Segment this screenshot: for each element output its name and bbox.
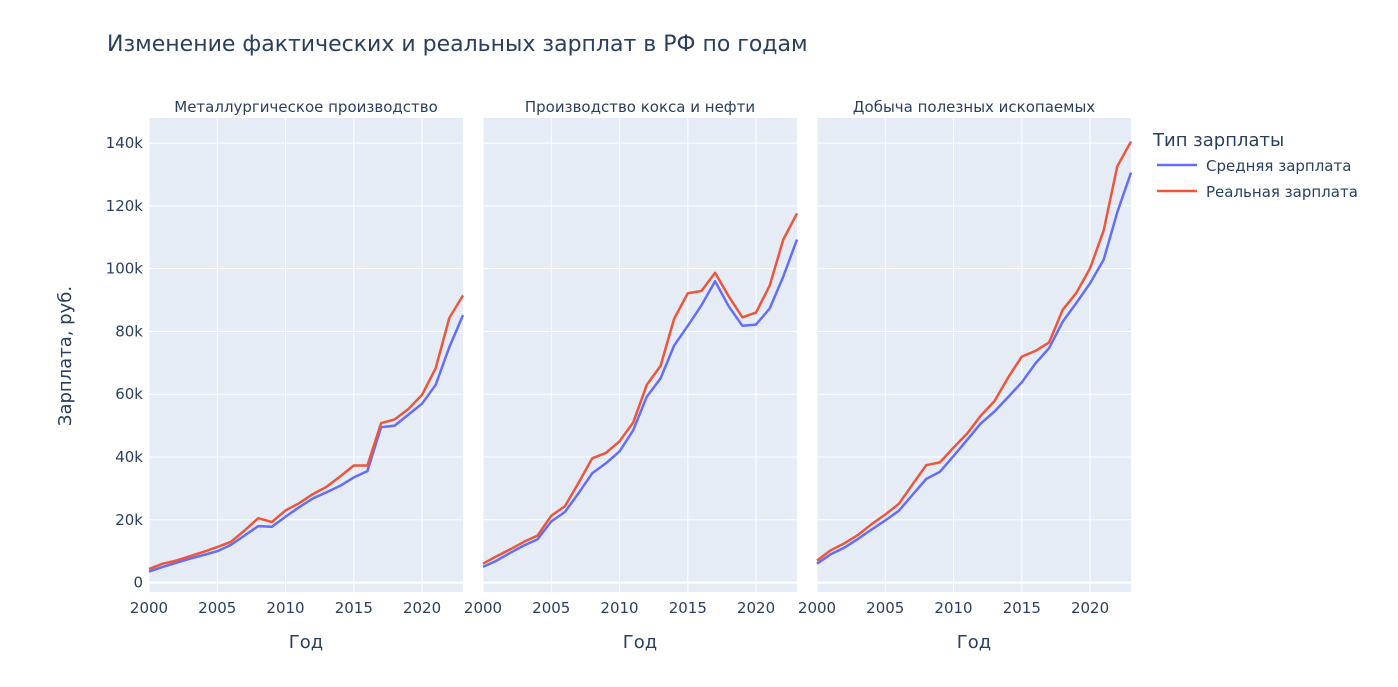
x-tick-label: 2005 <box>198 599 236 617</box>
y-tick-label: 0 <box>133 574 143 592</box>
y-tick-label: 120k <box>106 197 144 215</box>
y-tick-label: 140k <box>106 134 144 152</box>
subplots: Металлургическое производство 2000 2005 201… <box>106 98 1133 653</box>
subplot-title: Добыча полезных ископаемых <box>853 98 1096 116</box>
plot-background <box>149 118 463 592</box>
series-line-avg <box>482 239 799 569</box>
x-tick-label: 2000 <box>798 599 836 617</box>
chart-title: Изменение фактических и реальных зарплат… <box>107 32 808 57</box>
x-tick-label: 2000 <box>464 599 502 617</box>
x-tick-label: 2005 <box>866 599 904 617</box>
x-axis-label: Год <box>623 632 657 653</box>
x-tick-label: 2010 <box>934 599 972 617</box>
x-tick-label: 2000 <box>130 599 168 617</box>
series-line-avg <box>816 172 1133 565</box>
legend-label-avg[interactable]: Средняя зарплата <box>1206 157 1351 175</box>
plot-background <box>817 118 1131 592</box>
x-tick-label: 2010 <box>600 599 638 617</box>
y-tick-label: 40k <box>115 448 143 466</box>
subplot-2: Производство кокса и нефти 2000 2005 2010 20… <box>464 98 799 653</box>
legend: Тип зарплаты Средняя зарплата Реальная з… <box>1152 130 1358 201</box>
y-tick-label: 80k <box>115 322 143 340</box>
x-tick-label: 2020 <box>1071 599 1109 617</box>
x-tick-label: 2010 <box>266 599 304 617</box>
x-axis-label: Год <box>289 632 323 653</box>
series-line-avg <box>148 314 465 573</box>
x-tick-label: 2020 <box>403 599 441 617</box>
subplot-1: Металлургическое производство 2000 2005 201… <box>106 98 465 653</box>
series-line-real <box>148 294 465 571</box>
series-line-real <box>482 212 799 565</box>
subplot-3: Добыча полезных ископаемых 2000 2005 2010 20… <box>798 98 1133 653</box>
x-tick-label: 2015 <box>335 599 373 617</box>
x-axis-label: Год <box>957 632 991 653</box>
legend-label-real[interactable]: Реальная зарплата <box>1206 183 1358 201</box>
y-tick-label: 20k <box>115 511 143 529</box>
legend-title: Тип зарплаты <box>1152 130 1284 151</box>
x-tick-label: 2015 <box>669 599 707 617</box>
y-tick-label: 100k <box>106 260 144 278</box>
x-tick-label: 2015 <box>1003 599 1041 617</box>
x-tick-label: 2020 <box>737 599 775 617</box>
subplot-title: Металлургическое производство <box>174 98 438 116</box>
x-tick-label: 2005 <box>532 599 570 617</box>
y-axis-label: Зарплата, руб. <box>55 286 76 426</box>
series-line-real <box>816 140 1133 562</box>
y-tick-label: 60k <box>115 385 143 403</box>
plot-background <box>483 118 797 592</box>
subplot-title: Производство кокса и нефти <box>525 98 755 116</box>
